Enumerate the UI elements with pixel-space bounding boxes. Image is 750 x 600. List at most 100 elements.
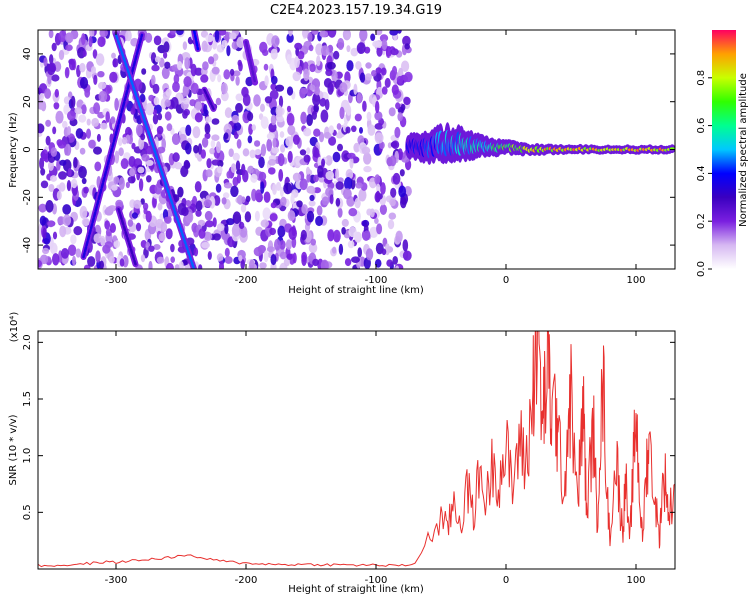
noise-cell xyxy=(345,169,354,180)
noise-cell xyxy=(186,200,191,207)
noise-cell xyxy=(356,92,363,104)
noise-cell xyxy=(309,63,316,73)
noise-cell xyxy=(307,32,313,42)
noise-cell xyxy=(194,181,202,193)
noise-cell xyxy=(397,112,404,122)
noise-cell xyxy=(286,113,295,126)
noise-cell xyxy=(73,226,83,236)
noise-cell xyxy=(165,228,173,240)
noise-cell xyxy=(172,81,180,93)
spectrogram-x-tick-label: -100 xyxy=(365,275,388,286)
noise-cell xyxy=(173,73,180,84)
noise-cell xyxy=(104,241,113,249)
noise-cell xyxy=(262,207,271,220)
noise-cell xyxy=(154,183,162,195)
noise-cell xyxy=(141,68,147,75)
noise-cell xyxy=(317,165,324,177)
noise-cell xyxy=(206,158,212,169)
noise-cell xyxy=(350,47,359,57)
snr-frame xyxy=(37,330,676,570)
noise-cell xyxy=(203,199,212,208)
noise-cell xyxy=(249,149,256,159)
noise-cell xyxy=(313,104,320,113)
noise-cell xyxy=(353,83,358,96)
snr-x-tick-label: -300 xyxy=(105,575,128,586)
noise-cell xyxy=(40,168,46,176)
noise-cell xyxy=(240,204,247,213)
noise-cell xyxy=(47,63,56,76)
noise-cell xyxy=(336,123,342,130)
noise-cell xyxy=(359,126,363,134)
noise-cell xyxy=(145,32,153,43)
noise-cell xyxy=(253,246,263,257)
noise-cell xyxy=(297,50,305,60)
noise-cell xyxy=(111,184,118,191)
noise-cell xyxy=(321,158,326,167)
noise-cell xyxy=(358,188,367,202)
noise-cell xyxy=(174,264,180,269)
spectrogram-y-tick-label: 0 xyxy=(22,146,33,152)
noise-cell xyxy=(152,113,159,125)
noise-cell xyxy=(72,255,76,266)
noise-cell xyxy=(38,229,42,243)
noise-cell xyxy=(313,187,322,194)
noise-cell xyxy=(327,30,337,38)
noise-cell xyxy=(364,73,372,81)
noise-cell xyxy=(81,104,87,115)
noise-cell xyxy=(204,132,211,139)
noise-cell xyxy=(67,168,72,177)
noise-cell xyxy=(79,205,88,219)
noise-cell xyxy=(82,50,87,57)
noise-cell xyxy=(400,196,407,209)
noise-cell xyxy=(381,67,387,76)
noise-cell xyxy=(86,128,91,139)
noise-cell xyxy=(278,95,284,108)
noise-cell xyxy=(152,196,157,208)
noise-cell xyxy=(392,172,401,185)
noise-cell xyxy=(250,173,258,183)
noise-cell xyxy=(333,229,341,243)
noise-cell xyxy=(365,62,372,69)
snr-plot-area xyxy=(38,331,675,569)
noise-cell xyxy=(230,163,237,174)
noise-cell xyxy=(192,126,201,139)
noise-cell xyxy=(247,135,253,144)
noise-cell xyxy=(347,152,356,159)
noise-cell xyxy=(170,256,175,264)
noise-cell xyxy=(301,251,307,263)
noise-cell xyxy=(351,256,360,264)
noise-cell xyxy=(113,176,120,185)
noise-cell xyxy=(326,61,336,70)
snr-x-tick-label: 100 xyxy=(626,575,645,586)
noise-cell xyxy=(114,150,120,164)
spectrogram-marks xyxy=(38,30,675,269)
noise-cell xyxy=(138,178,144,192)
noise-cell xyxy=(344,258,352,267)
noise-cell xyxy=(247,111,254,122)
noise-cell xyxy=(296,200,303,208)
noise-cell xyxy=(348,208,358,217)
spectrogram-x-tick-label: 100 xyxy=(626,275,645,286)
noise-cell xyxy=(363,152,372,165)
noise-cell xyxy=(53,102,60,110)
noise-cell xyxy=(263,250,269,263)
noise-cell xyxy=(130,107,136,115)
noise-cell xyxy=(71,178,78,189)
noise-cell xyxy=(177,61,183,71)
noise-cell xyxy=(266,132,275,140)
noise-cell xyxy=(184,57,191,70)
noise-cell xyxy=(174,162,183,170)
noise-cell xyxy=(78,166,87,179)
noise-cell xyxy=(96,133,101,142)
noise-cell xyxy=(141,153,150,162)
noise-cell xyxy=(220,82,228,95)
noise-cell xyxy=(224,247,230,258)
noise-cell xyxy=(65,32,74,44)
noise-cell xyxy=(93,102,101,115)
noise-cell xyxy=(314,86,321,96)
noise-cell xyxy=(401,60,410,72)
noise-cell xyxy=(315,215,324,227)
colorbar-label: Normalized spectral amplitude xyxy=(738,73,749,227)
snr-y-tick-label: 1.0 xyxy=(22,448,33,464)
spectrogram-x-label: Height of straight line (km) xyxy=(288,285,424,296)
